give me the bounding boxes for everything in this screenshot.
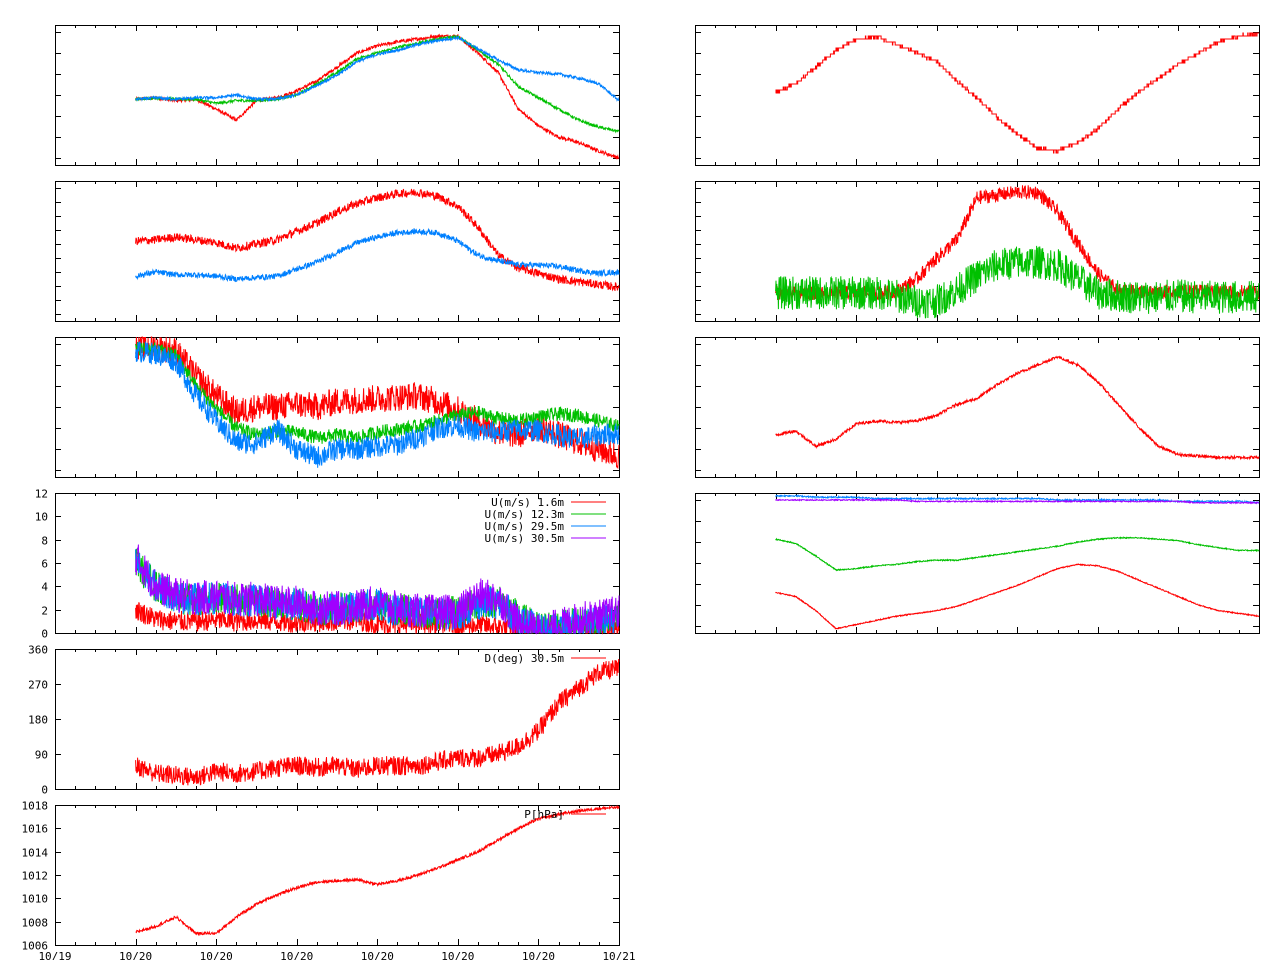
y-tick-label: 1018 — [22, 800, 49, 813]
y-tick-label: 6 — [41, 558, 48, 571]
y-tick-label: 8 — [41, 535, 48, 548]
panel-frame — [55, 805, 620, 946]
y-tick-label: 180 — [28, 714, 48, 727]
series-line-R4-1 — [775, 498, 1260, 505]
panel-R2 — [695, 181, 1260, 322]
y-tick-label: 10 — [35, 511, 48, 524]
y-tick-label: 0 — [41, 628, 48, 641]
series-line-L5-0 — [135, 659, 620, 786]
legend-label: U(m/s) 29.5m — [485, 520, 565, 533]
y-tick-label: 4 — [41, 581, 48, 594]
y-tick-label: 0 — [41, 784, 48, 797]
legend-label: U(m/s) 1.6m — [491, 496, 564, 509]
y-tick-label: 1014 — [22, 847, 49, 860]
legend-label: P[hPa] — [524, 808, 564, 821]
series-line-R4-2 — [775, 536, 1260, 572]
y-tick-label: 1006 — [22, 940, 49, 953]
y-tick-label: 270 — [28, 679, 48, 692]
series-line-R3-0 — [775, 355, 1260, 461]
x-tick-label-date: 10/19 — [38, 950, 71, 960]
y-tick-label: 1008 — [22, 917, 49, 930]
panel-L1 — [55, 25, 620, 166]
series-line-R4-3 — [775, 563, 1260, 630]
series-line-L4-3 — [135, 544, 620, 635]
y-tick-label: 90 — [35, 749, 48, 762]
legend-label: D(deg) 30.5m — [485, 652, 565, 665]
y-tick-label: 1010 — [22, 893, 49, 906]
series-line-L1-1 — [135, 34, 620, 134]
series-line-R2-1 — [775, 245, 1260, 319]
panel-L5: 0 90 180 270 360 D(deg) 30.5m — [28, 644, 620, 797]
panel-R4 — [695, 493, 1260, 634]
x-tick-label-date: 10/20 — [280, 950, 313, 960]
series-line-L1-2 — [135, 35, 620, 102]
panel-L3 — [55, 336, 620, 478]
series-line-L3-2 — [135, 341, 620, 468]
panel-L4: 0 2 4 6 8 10 12 U(m/s) 1.6mU(m/s) 12.3mU(m/s) 2… — [35, 488, 620, 641]
series-line-R2-0 — [775, 185, 1260, 302]
panel-R1 — [695, 25, 1260, 166]
y-tick-label: 1012 — [22, 870, 49, 883]
x-tick-label-date: 10/20 — [522, 950, 555, 960]
x-tick-label-date: 10/20 — [200, 950, 233, 960]
y-tick-label: 2 — [41, 605, 48, 618]
x-tick-label-date: 10/20 — [119, 950, 152, 960]
x-tick-label-date: 10/20 — [441, 950, 474, 960]
panel-L6: 1006100810101012101410161018P[hPa]10/192… — [22, 800, 636, 965]
series-line-L3-1 — [135, 342, 620, 445]
series-line-R4-0 — [775, 493, 1260, 505]
legend-label: U(m/s) 30.5m — [485, 532, 565, 545]
series-line-L2-1 — [135, 227, 620, 283]
panel-frame — [695, 337, 1260, 478]
panel-R3 — [695, 337, 1260, 478]
x-tick-label-date: 10/20 — [361, 950, 394, 960]
x-tick-label-date: 10/21 — [602, 950, 635, 960]
y-tick-label: 360 — [28, 644, 48, 657]
legend-label: U(m/s) 12.3m — [485, 508, 565, 521]
series-line-L6-0 — [135, 804, 620, 937]
y-tick-label: 1016 — [22, 823, 49, 836]
y-tick-label: 12 — [35, 488, 48, 501]
series-line-L2-0 — [135, 188, 620, 292]
series-line-R1-0 — [775, 32, 1259, 154]
series-line-L1-0 — [135, 33, 620, 160]
panel-frame — [695, 493, 1260, 634]
panel-L2 — [55, 181, 620, 322]
